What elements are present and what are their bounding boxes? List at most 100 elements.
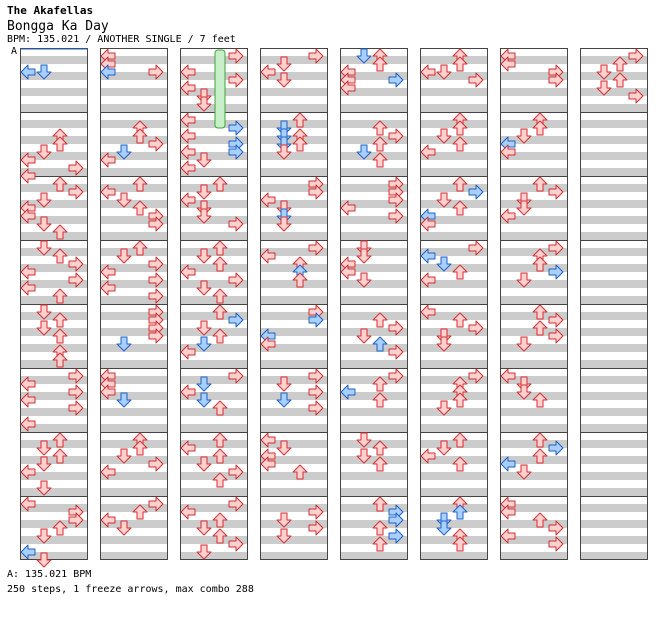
beat-stripe bbox=[500, 424, 568, 432]
beat-stripe bbox=[180, 152, 248, 160]
beat-stripe bbox=[580, 472, 648, 480]
down-arrow-icon bbox=[36, 240, 52, 256]
beat-stripe bbox=[20, 264, 88, 272]
right-arrow-icon bbox=[548, 240, 564, 256]
left-arrow-icon bbox=[340, 384, 356, 400]
right-arrow-icon bbox=[548, 536, 564, 552]
beat-stripe bbox=[180, 264, 248, 272]
beat-stripe bbox=[260, 360, 328, 368]
beat-stripe bbox=[580, 520, 648, 528]
right-arrow-icon bbox=[548, 312, 564, 328]
beat-stripe bbox=[20, 456, 88, 464]
beat-stripe bbox=[580, 296, 648, 304]
up-arrow-icon bbox=[52, 248, 68, 264]
beat-stripe bbox=[180, 88, 248, 96]
down-arrow-icon bbox=[196, 544, 212, 560]
beat-stripe bbox=[180, 184, 248, 192]
beat-stripe bbox=[500, 216, 568, 224]
chart-meta: BPM: 135.021 / ANOTHER SINGLE / 7 feet bbox=[7, 34, 236, 45]
beat-stripe bbox=[420, 56, 488, 64]
up-arrow-icon bbox=[52, 328, 68, 344]
beat-stripe bbox=[580, 152, 648, 160]
beat-stripe bbox=[580, 456, 648, 464]
beat-stripe bbox=[420, 440, 488, 448]
beat-stripe bbox=[500, 536, 568, 544]
beat-stripe bbox=[580, 248, 648, 256]
chart-column bbox=[340, 48, 408, 560]
left-arrow-icon bbox=[100, 152, 116, 168]
right-arrow-icon bbox=[68, 184, 84, 200]
right-arrow-icon bbox=[548, 328, 564, 344]
down-arrow-icon bbox=[276, 376, 292, 392]
up-arrow-icon bbox=[612, 56, 628, 72]
beat-stripe bbox=[340, 280, 408, 288]
down-arrow-icon bbox=[276, 56, 292, 72]
left-arrow-icon bbox=[500, 144, 516, 160]
left-arrow-icon bbox=[20, 208, 36, 224]
beat-stripe bbox=[20, 360, 88, 368]
up-arrow-icon bbox=[132, 440, 148, 456]
down-arrow-icon bbox=[196, 320, 212, 336]
beat-stripe bbox=[420, 408, 488, 416]
right-arrow-icon bbox=[148, 456, 164, 472]
right-arrow-icon bbox=[68, 512, 84, 528]
left-arrow-icon bbox=[20, 464, 36, 480]
up-arrow-icon bbox=[532, 432, 548, 448]
up-arrow-icon bbox=[132, 176, 148, 192]
left-arrow-icon bbox=[180, 160, 196, 176]
right-arrow-icon bbox=[148, 328, 164, 344]
down-arrow-icon bbox=[436, 192, 452, 208]
down-arrow-icon bbox=[356, 272, 372, 288]
up-arrow-icon bbox=[532, 120, 548, 136]
right-arrow-icon bbox=[148, 288, 164, 304]
beat-stripe bbox=[260, 488, 328, 496]
beat-stripe bbox=[260, 200, 328, 208]
down-arrow-icon bbox=[436, 336, 452, 352]
beat-stripe bbox=[20, 440, 88, 448]
beat-stripe bbox=[260, 136, 328, 144]
beat-stripe bbox=[420, 472, 488, 480]
down-arrow-icon bbox=[36, 552, 52, 568]
right-arrow-icon bbox=[388, 208, 404, 224]
beat-stripe bbox=[340, 200, 408, 208]
chart-column bbox=[20, 48, 88, 560]
beat-stripe bbox=[340, 152, 408, 160]
up-arrow-icon bbox=[372, 392, 388, 408]
left-arrow-icon bbox=[420, 448, 436, 464]
column-border bbox=[100, 48, 168, 560]
beat-stripe bbox=[180, 552, 248, 560]
down-arrow-icon bbox=[276, 144, 292, 160]
beat-stripe bbox=[500, 168, 568, 176]
beat-stripe bbox=[420, 200, 488, 208]
beat-stripe bbox=[20, 120, 88, 128]
beat-stripe bbox=[340, 488, 408, 496]
beat-stripe bbox=[580, 312, 648, 320]
down-arrow-icon bbox=[356, 448, 372, 464]
up-arrow-icon bbox=[612, 72, 628, 88]
beat-stripe bbox=[180, 168, 248, 176]
beat-stripe bbox=[20, 152, 88, 160]
left-arrow-icon bbox=[500, 368, 516, 384]
beat-stripe bbox=[260, 152, 328, 160]
right-arrow-icon bbox=[388, 320, 404, 336]
beat-stripe bbox=[420, 424, 488, 432]
chart-column bbox=[420, 48, 488, 560]
beat-stripe bbox=[500, 264, 568, 272]
down-arrow-icon bbox=[36, 456, 52, 472]
left-arrow-icon bbox=[180, 192, 196, 208]
down-arrow-icon bbox=[516, 464, 532, 480]
down-arrow-icon bbox=[276, 440, 292, 456]
down-arrow-icon bbox=[196, 392, 212, 408]
up-arrow-icon bbox=[52, 288, 68, 304]
beat-stripe bbox=[420, 88, 488, 96]
beat-stripe bbox=[100, 456, 168, 464]
left-arrow-icon bbox=[20, 152, 36, 168]
beat-stripe bbox=[20, 248, 88, 256]
down-arrow-icon bbox=[196, 208, 212, 224]
beat-stripe bbox=[260, 520, 328, 528]
beat-stripe bbox=[420, 104, 488, 112]
left-arrow-icon bbox=[100, 512, 116, 528]
column-border bbox=[500, 48, 568, 560]
up-arrow-icon bbox=[292, 112, 308, 128]
